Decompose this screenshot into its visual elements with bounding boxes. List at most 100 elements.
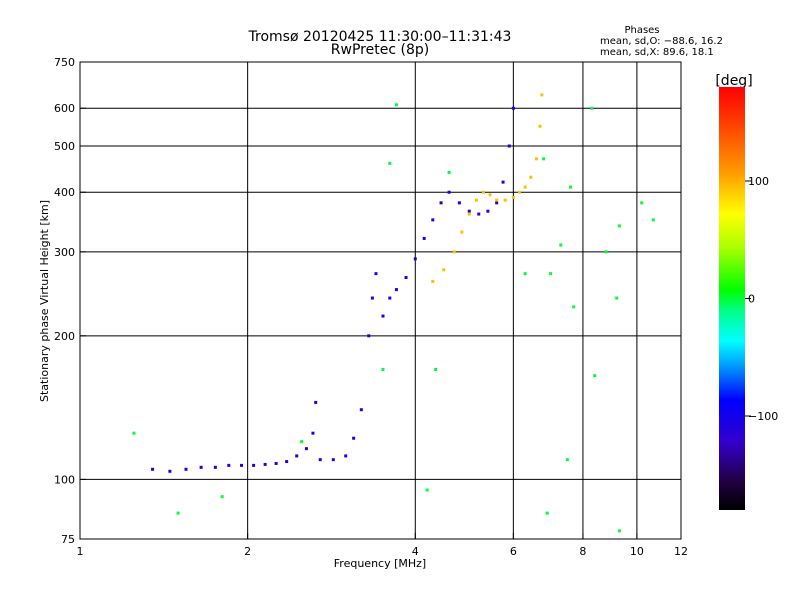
- data-point: [467, 209, 471, 213]
- data-point: [434, 367, 438, 371]
- data-point: [523, 272, 527, 276]
- data-point: [593, 374, 597, 378]
- data-point: [501, 180, 505, 184]
- y-tick-label: 100: [54, 473, 75, 486]
- data-point: [442, 268, 446, 272]
- data-point: [311, 431, 315, 435]
- colorbar-tick-label: 0: [748, 293, 755, 306]
- data-point: [529, 175, 533, 179]
- data-point: [344, 454, 348, 458]
- x-tick-label: 6: [510, 545, 517, 558]
- y-tick-label: 75: [61, 533, 75, 546]
- data-point: [431, 279, 435, 283]
- data-point: [439, 201, 443, 205]
- y-tick-label: 200: [54, 330, 75, 343]
- colorbar-tick-label: 100: [748, 175, 769, 188]
- data-point: [425, 488, 429, 492]
- data-point: [545, 511, 549, 515]
- data-point: [538, 124, 542, 128]
- data-point: [559, 243, 563, 247]
- data-point: [374, 272, 378, 276]
- y-tick-label: 600: [54, 102, 75, 115]
- data-point: [359, 408, 363, 412]
- data-point: [474, 198, 478, 202]
- data-point: [240, 463, 244, 467]
- data-point: [481, 190, 485, 194]
- x-axis-ticks: 1 2 4 6 8 10 12: [77, 533, 688, 558]
- phases-o-stats: mean, sd,O: −88.6, 16.2: [600, 36, 723, 47]
- data-point: [413, 257, 417, 261]
- data-point: [640, 201, 644, 205]
- data-point: [274, 461, 278, 465]
- data-point: [495, 201, 499, 205]
- data-point: [651, 218, 655, 222]
- x-tick-label: 1: [77, 545, 84, 558]
- data-point: [151, 467, 155, 471]
- data-point: [132, 431, 136, 435]
- data-point: [604, 250, 608, 254]
- data-point: [467, 212, 471, 216]
- data-point: [517, 190, 521, 194]
- y-axis-ticks: 75 100 200 300 400 500 600 750: [54, 56, 86, 546]
- data-point: [370, 296, 374, 300]
- data-point: [388, 161, 392, 165]
- data-point: [617, 224, 621, 228]
- colorbar: [719, 87, 745, 510]
- chart-subtitle: RwPretec (8p): [331, 42, 429, 58]
- data-point: [477, 212, 481, 216]
- data-point: [220, 495, 224, 499]
- data-point: [507, 144, 511, 148]
- data-point: [523, 185, 527, 189]
- data-point: [314, 400, 318, 404]
- data-point: [542, 157, 546, 161]
- data-point: [540, 93, 544, 97]
- data-point: [422, 236, 426, 240]
- phases-x-stats: mean, sd,X: 89.6, 18.1: [600, 47, 714, 58]
- data-point: [549, 272, 553, 276]
- data-points: [132, 93, 655, 533]
- y-tick-label: 400: [54, 186, 75, 199]
- data-point: [168, 469, 172, 473]
- y-tick-label: 750: [54, 56, 75, 69]
- data-point: [227, 463, 231, 467]
- x-tick-label: 4: [412, 545, 419, 558]
- data-point: [488, 193, 492, 197]
- data-point: [367, 334, 371, 338]
- data-point: [617, 529, 621, 533]
- data-point: [404, 276, 408, 280]
- data-point: [304, 447, 308, 451]
- data-point: [565, 458, 569, 462]
- data-point: [184, 467, 188, 471]
- data-point: [381, 367, 385, 371]
- data-point: [199, 465, 203, 469]
- data-point: [590, 106, 594, 110]
- x-tick-label: 8: [579, 545, 586, 558]
- data-point: [460, 230, 464, 234]
- y-tick-label: 500: [54, 140, 75, 153]
- x-tick-label: 12: [674, 545, 688, 558]
- data-point: [263, 462, 267, 466]
- data-point: [615, 296, 619, 300]
- x-tick-label: 10: [630, 545, 644, 558]
- data-point: [431, 218, 435, 222]
- y-axis-label: Stationary phase Virtual Height [km]: [38, 200, 51, 402]
- data-point: [503, 198, 507, 202]
- data-point: [511, 106, 515, 110]
- data-point: [486, 209, 490, 213]
- data-point: [534, 157, 538, 161]
- data-point: [452, 250, 456, 254]
- x-tick-label: 2: [244, 545, 251, 558]
- data-point: [447, 190, 451, 194]
- data-point: [331, 458, 335, 462]
- phases-label: Phases: [624, 25, 659, 36]
- data-point: [495, 198, 499, 202]
- data-point: [176, 511, 180, 515]
- data-point: [388, 296, 392, 300]
- x-axis-label: Frequency [MHz]: [334, 557, 426, 570]
- data-point: [300, 440, 304, 444]
- data-point: [511, 195, 515, 199]
- plot-frame: [79, 61, 682, 540]
- data-point: [381, 314, 385, 318]
- colorbar-title: [deg]: [715, 73, 752, 89]
- data-point: [213, 465, 217, 469]
